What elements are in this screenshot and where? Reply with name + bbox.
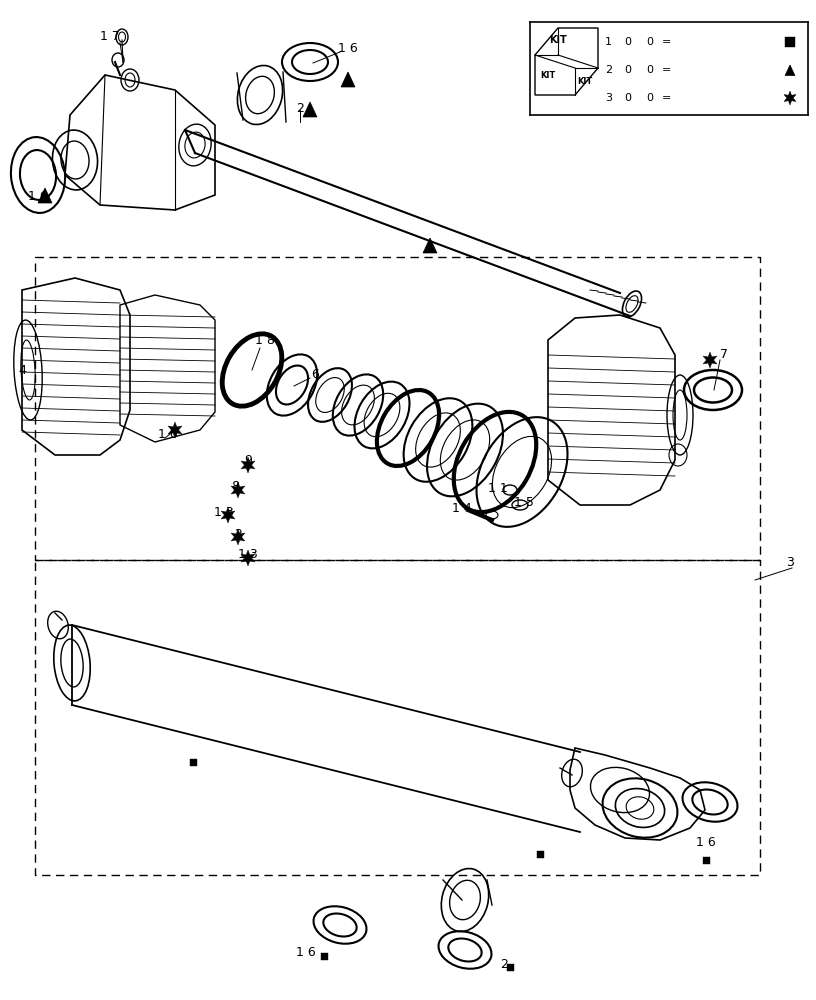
Text: 1 4: 1 4 <box>452 502 472 514</box>
Text: 1: 1 <box>605 37 612 47</box>
Text: 1 0: 1 0 <box>158 428 178 442</box>
Text: 1 3: 1 3 <box>238 548 258 562</box>
Bar <box>189 758 197 766</box>
Text: 1 5: 1 5 <box>514 495 534 508</box>
Polygon shape <box>703 352 717 368</box>
Text: KIT: KIT <box>549 35 567 45</box>
Polygon shape <box>38 188 52 203</box>
Text: KIT: KIT <box>578 78 592 87</box>
Text: 1 3: 1 3 <box>214 506 234 518</box>
Polygon shape <box>221 507 235 523</box>
Polygon shape <box>423 238 437 253</box>
Polygon shape <box>231 529 245 545</box>
Polygon shape <box>231 482 245 498</box>
Text: 3: 3 <box>605 93 612 103</box>
Bar <box>536 850 543 857</box>
Text: 2: 2 <box>605 65 612 75</box>
Polygon shape <box>341 72 355 87</box>
Polygon shape <box>784 91 796 105</box>
Bar <box>703 856 709 863</box>
Text: 0: 0 <box>646 93 653 103</box>
Text: 9: 9 <box>244 454 252 466</box>
Text: 6: 6 <box>311 368 319 381</box>
Text: 1 8: 1 8 <box>255 334 275 347</box>
Text: 1 7: 1 7 <box>100 30 120 43</box>
Text: 0: 0 <box>624 37 631 47</box>
Text: 0: 0 <box>624 93 631 103</box>
Polygon shape <box>241 550 255 566</box>
Text: =: = <box>662 37 672 47</box>
Text: 8: 8 <box>231 481 239 493</box>
Text: 2: 2 <box>234 528 242 540</box>
Bar <box>321 952 327 960</box>
Text: =: = <box>662 65 672 75</box>
Text: 0: 0 <box>624 65 631 75</box>
Text: 1 6: 1 6 <box>696 836 716 848</box>
Text: 7: 7 <box>720 349 728 361</box>
Text: 1 6: 1 6 <box>338 41 358 54</box>
Text: 2: 2 <box>296 102 304 114</box>
Polygon shape <box>303 102 317 117</box>
Text: 4: 4 <box>18 363 26 376</box>
Polygon shape <box>168 422 182 438</box>
Text: 0: 0 <box>646 65 653 75</box>
Polygon shape <box>785 65 795 76</box>
Bar <box>785 37 795 47</box>
Text: =: = <box>662 93 672 103</box>
Text: 1 1: 1 1 <box>488 482 508 494</box>
Polygon shape <box>241 457 255 473</box>
Text: 1 6: 1 6 <box>296 946 316 958</box>
Text: 3: 3 <box>786 556 794 568</box>
Text: KIT: KIT <box>540 70 556 80</box>
Text: 2: 2 <box>500 958 508 972</box>
Text: 1 6: 1 6 <box>28 190 48 202</box>
Text: 0: 0 <box>646 37 653 47</box>
Bar <box>507 964 513 970</box>
